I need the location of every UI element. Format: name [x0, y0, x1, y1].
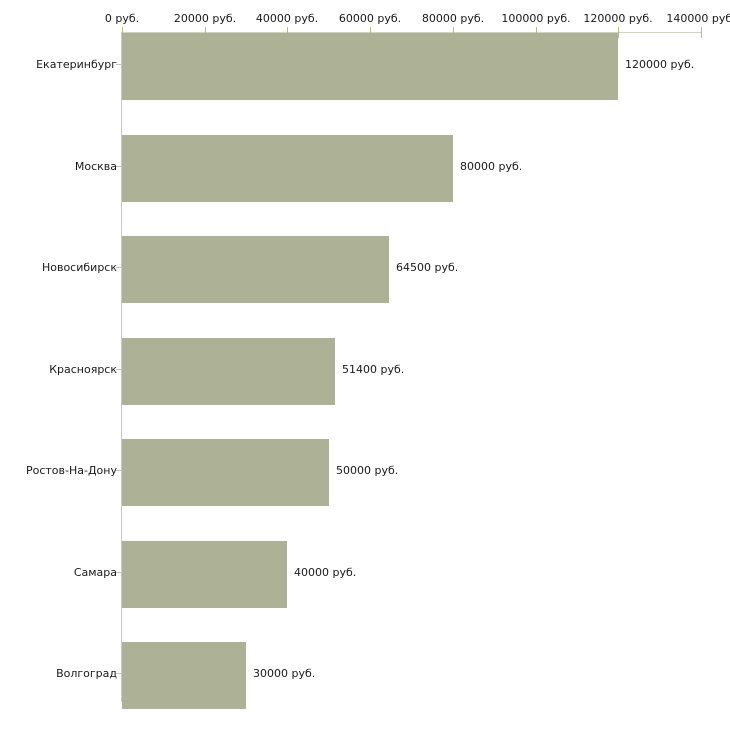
- x-tick-mark: [287, 27, 288, 38]
- value-label: 40000 руб.: [294, 566, 357, 579]
- category-label: Ростов-На-Дону: [25, 464, 117, 477]
- bar: [122, 642, 246, 709]
- x-tick-mark: [536, 27, 537, 38]
- category-tick-mark: [116, 64, 121, 65]
- bar: [122, 236, 389, 303]
- bar: [122, 439, 329, 506]
- x-tick-mark: [701, 27, 702, 38]
- category-tick-mark: [116, 267, 121, 268]
- value-label: 50000 руб.: [336, 464, 399, 477]
- category-tick-mark: [116, 673, 121, 674]
- value-label: 80000 руб.: [460, 160, 523, 173]
- x-tick-label: 0 руб.: [104, 12, 140, 25]
- bar: [122, 33, 618, 100]
- value-label: 51400 руб.: [342, 363, 405, 376]
- category-label: Москва: [74, 160, 117, 173]
- x-tick-mark: [122, 27, 123, 38]
- x-tick-label: 60000 руб.: [338, 12, 402, 25]
- category-tick-mark: [116, 572, 121, 573]
- category-label: Самара: [73, 566, 117, 579]
- x-tick-label: 80000 руб.: [421, 12, 485, 25]
- x-tick-mark: [618, 27, 619, 38]
- x-tick-label: 20000 руб.: [173, 12, 237, 25]
- category-tick-mark: [116, 470, 121, 471]
- value-label: 64500 руб.: [396, 261, 459, 274]
- category-label: Волгоград: [56, 667, 117, 680]
- x-tick-label: 100000 руб.: [501, 12, 571, 25]
- y-axis-line: [121, 32, 122, 702]
- category-label: Новосибирск: [41, 261, 117, 274]
- category-label: Красноярск: [49, 363, 117, 376]
- bar: [122, 135, 453, 202]
- x-axis-line: [122, 32, 701, 33]
- x-tick-label: 140000 руб.: [666, 12, 730, 25]
- x-tick-label: 40000 руб.: [255, 12, 319, 25]
- bar: [122, 541, 287, 608]
- category-label: Екатеринбург: [36, 58, 117, 71]
- bar: [122, 338, 335, 405]
- value-label: 120000 руб.: [625, 58, 695, 71]
- x-tick-mark: [453, 27, 454, 38]
- x-tick-label: 120000 руб.: [583, 12, 653, 25]
- x-tick-mark: [370, 27, 371, 38]
- value-label: 30000 руб.: [253, 667, 316, 680]
- category-tick-mark: [116, 166, 121, 167]
- x-tick-mark: [205, 27, 206, 38]
- category-tick-mark: [116, 369, 121, 370]
